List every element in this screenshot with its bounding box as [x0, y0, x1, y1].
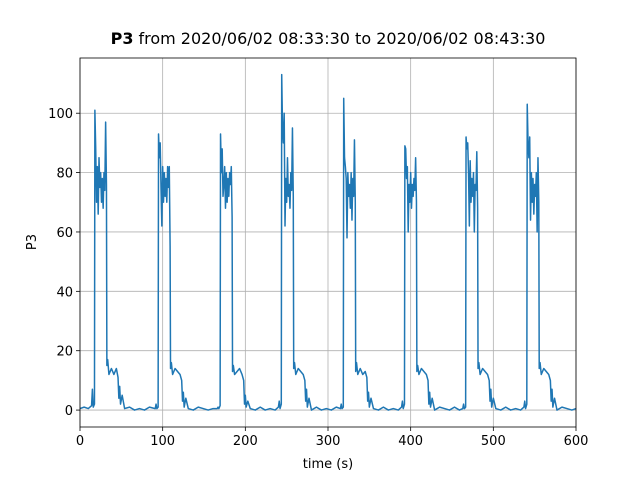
x-tick-label: 400 [398, 434, 423, 449]
title-series: P3 [111, 29, 134, 48]
y-tick-label: 80 [56, 167, 73, 182]
x-tick-label: 300 [316, 434, 341, 449]
x-tick-label: 200 [233, 434, 258, 449]
y-tick-label: 60 [56, 226, 73, 241]
data-line [79, 73, 577, 411]
chart-title: P3 from 2020/06/02 08:33:30 to 2020/06/02… [111, 29, 546, 48]
x-tick-label: 100 [150, 434, 175, 449]
y-tick-label: 20 [56, 345, 73, 360]
plot-frame [79, 57, 577, 428]
x-tick-label: 0 [76, 434, 84, 449]
y-tick-label: 100 [48, 107, 73, 122]
x-tick-label: 600 [564, 434, 589, 449]
x-tick-label: 500 [481, 434, 506, 449]
y-tick-label: 0 [65, 404, 73, 419]
x-axis-label: time (s) [303, 457, 353, 472]
y-tick-label: 40 [56, 285, 73, 300]
y-axis-label: P3 [25, 234, 40, 250]
title-text: from 2020/06/02 08:33:30 to 2020/06/02 0… [138, 29, 545, 48]
